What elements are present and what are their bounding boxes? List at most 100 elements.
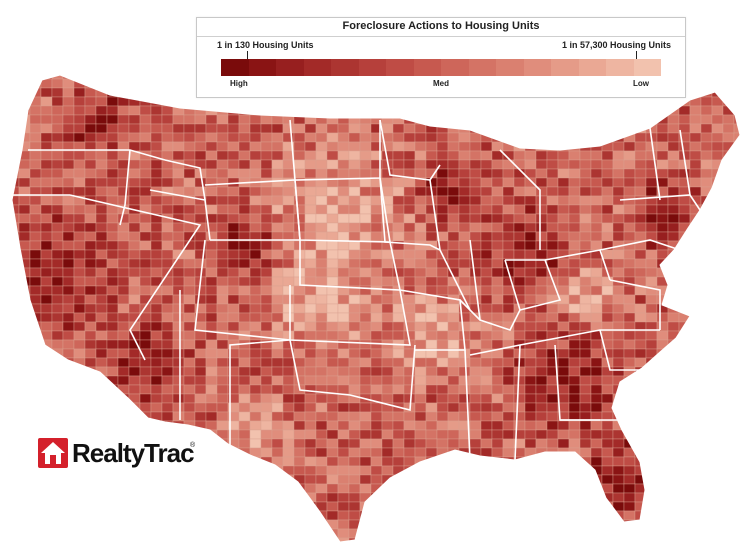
county-cell (95, 501, 108, 512)
county-cell (348, 222, 361, 233)
county-cell (425, 222, 438, 233)
county-cell (403, 105, 416, 116)
county-cell (249, 168, 262, 179)
county-cell (590, 528, 603, 539)
county-cell (546, 474, 559, 485)
county-cell (337, 456, 350, 467)
county-cell (491, 204, 504, 215)
county-cell (172, 177, 185, 188)
county-cell (326, 420, 339, 431)
county-cell (579, 267, 592, 278)
county-cell (172, 483, 185, 494)
county-cell (172, 222, 185, 233)
county-cell (381, 312, 394, 323)
county-cell (348, 249, 361, 260)
county-cell (667, 393, 680, 404)
county-cell (414, 357, 427, 368)
county-cell (370, 447, 383, 458)
county-cell (436, 384, 449, 395)
county-cell (18, 402, 31, 413)
county-cell (183, 528, 196, 539)
county-cell (447, 456, 460, 467)
county-cell (84, 132, 97, 143)
county-cell (106, 321, 119, 332)
county-cell (700, 339, 713, 350)
county-cell (700, 267, 713, 278)
county-cell (689, 348, 702, 359)
county-cell (62, 294, 75, 305)
county-cell (172, 204, 185, 215)
county-cell (722, 168, 735, 179)
county-cell (557, 105, 570, 116)
county-cell (689, 222, 702, 233)
county-cell (161, 366, 174, 377)
county-cell (733, 348, 740, 359)
county-cell (260, 150, 273, 161)
county-cell (524, 204, 537, 215)
county-cell (205, 420, 218, 431)
county-cell (579, 132, 592, 143)
county-cell (414, 186, 427, 197)
county-cell (425, 321, 438, 332)
county-cell (557, 501, 570, 512)
county-cell (414, 321, 427, 332)
county-cell (161, 330, 174, 341)
county-cell (425, 105, 438, 116)
legend-low-end-label: 1 in 57,300 Housing Units (561, 40, 671, 50)
county-cell (502, 501, 515, 512)
county-cell (722, 96, 735, 107)
county-cell (51, 240, 64, 251)
county-cell (579, 519, 592, 530)
county-cell (502, 96, 515, 107)
legend-ramp-swatch (578, 59, 606, 76)
county-cell (51, 330, 64, 341)
county-cell (403, 456, 416, 467)
county-cell (447, 483, 460, 494)
county-cell (271, 123, 284, 134)
county-cell (40, 87, 53, 98)
county-cell (381, 258, 394, 269)
county-cell (95, 105, 108, 116)
county-cell (535, 537, 548, 542)
county-cell (524, 285, 537, 296)
county-cell (194, 402, 207, 413)
county-cell (458, 96, 471, 107)
county-cell (326, 375, 339, 386)
county-cell (381, 411, 394, 422)
county-cell (656, 402, 669, 413)
county-cell (425, 429, 438, 440)
county-cell (183, 312, 196, 323)
county-cell (62, 96, 75, 107)
county-cell (12, 510, 20, 521)
county-cell (513, 204, 526, 215)
county-cell (447, 258, 460, 269)
county-cell (205, 159, 218, 170)
county-cell (480, 501, 493, 512)
county-cell (139, 75, 152, 80)
county-cell (95, 240, 108, 251)
county-cell (678, 438, 691, 449)
county-cell (227, 159, 240, 170)
county-cell (557, 510, 570, 521)
county-cell (480, 411, 493, 422)
county-cell (458, 492, 471, 503)
county-cell (51, 123, 64, 134)
county-cell (579, 537, 592, 542)
county-cell (293, 294, 306, 305)
county-cell (205, 276, 218, 287)
county-cell (722, 258, 735, 269)
county-cell (480, 447, 493, 458)
legend-ramp-bar (221, 59, 661, 76)
county-cell (667, 159, 680, 170)
county-cell (711, 492, 724, 503)
county-cell (293, 285, 306, 296)
county-cell (370, 285, 383, 296)
county-cell (667, 339, 680, 350)
county-cell (579, 528, 592, 539)
county-cell (238, 474, 251, 485)
county-cell (425, 537, 438, 542)
county-cell (348, 447, 361, 458)
county-cell (172, 339, 185, 350)
county-cell (480, 231, 493, 242)
county-cell (12, 465, 20, 476)
